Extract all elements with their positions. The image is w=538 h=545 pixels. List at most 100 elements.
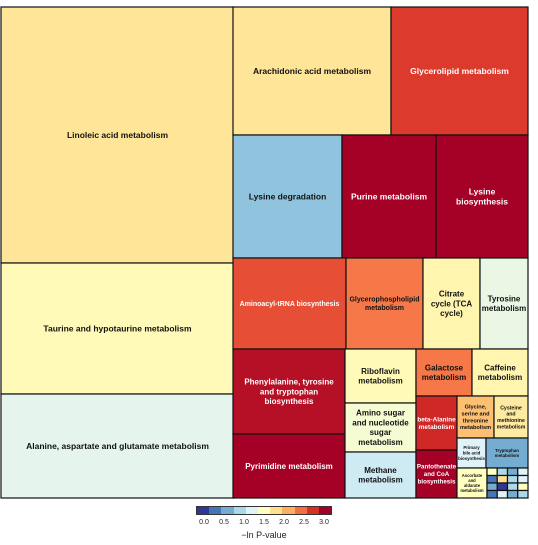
treemap-cell-label: Citrate cycle (TCA cycle) <box>431 290 473 319</box>
treemap-cell-label: Ascorbate and aldarate metabolism <box>460 473 484 493</box>
treemap-cell: Primary bile acid biosynthesis <box>456 437 487 469</box>
legend-swatch <box>282 507 295 514</box>
legend-tick-label: 0.0 <box>199 519 209 526</box>
legend-swatch <box>257 507 271 514</box>
treemap-small-cell <box>506 474 519 484</box>
treemap-small-cell <box>486 482 498 492</box>
treemap-small-cell <box>496 474 509 484</box>
treemap-cell-label: Alanine, aspartate and glutamate metabol… <box>26 441 209 451</box>
treemap-cell-rect <box>422 257 481 350</box>
treemap-cell: beta-Alanine metabolism <box>415 395 458 451</box>
treemap-cell-rect <box>232 134 343 259</box>
treemap-small-cell <box>496 467 509 477</box>
legend-tick-label: 1.5 <box>259 519 269 526</box>
treemap-cell: Ascorbate and aldarate metabolism <box>456 467 488 499</box>
treemap-cell: Riboflavin metabolism <box>344 348 417 404</box>
treemap-cell: Galactose metabolism <box>415 348 473 397</box>
treemap-cell-label: Tyrosine metabolism <box>482 294 526 313</box>
treemap-cell: Aminoacyl-tRNA biosynthesis <box>232 257 347 350</box>
treemap-cell-rect <box>390 6 529 136</box>
treemap-cell-label: Caffeine metabolism <box>478 363 522 382</box>
treemap-cell-label: Lysine degradation <box>249 191 327 201</box>
treemap-cell-label: Aminoacyl-tRNA biosynthesis <box>240 301 340 308</box>
treemap-cell-label: Taurine and hypotaurine metabolism <box>43 323 192 333</box>
treemap-cell: Tryptophan metabolism <box>485 437 529 469</box>
legend-swatch <box>233 507 246 514</box>
treemap-cell-rect <box>415 395 458 451</box>
legend-color-bar <box>196 506 332 515</box>
treemap-small-cell <box>517 489 529 499</box>
legend-swatch <box>318 507 332 514</box>
treemap-cell: Glycerolipid metabolism <box>390 6 529 136</box>
treemap-cell-rect <box>435 134 529 259</box>
treemap-cell: Alanine, aspartate and glutamate metabol… <box>0 393 235 499</box>
treemap-cell-rect <box>344 402 417 453</box>
treemap-cell-label: Pyrimidine metabolism <box>245 462 333 471</box>
legend-swatch <box>209 507 222 514</box>
legend-tick-label: 2.0 <box>279 519 289 526</box>
treemap-cell: Methane metabolism <box>344 451 417 499</box>
treemap-cell-rect <box>344 451 417 499</box>
treemap-cell-label: Glycerolipid metabolism <box>410 66 509 76</box>
treemap-cell: Glycine, serine and threonine metabolism <box>456 395 495 439</box>
treemap-cell: Taurine and hypotaurine metabolism <box>0 262 235 395</box>
treemap-chart: Linoleic acid metabolism Taurine and hypo… <box>0 6 529 499</box>
color-legend: 0.0 0.5 1.0 1.5 2.0 2.5 3.0 −ln P-value <box>196 506 332 542</box>
treemap-cell-label: Glycine, serine and threonine metabolism <box>460 405 491 431</box>
treemap-small-cell <box>517 467 529 477</box>
treemap-small-cell <box>496 482 509 492</box>
treemap-cell-rect <box>456 467 488 499</box>
treemap-cell: Citrate cycle (TCA cycle) <box>422 257 481 350</box>
treemap-small-cell <box>506 489 519 499</box>
treemap-cell-rect <box>0 393 235 499</box>
treemap-cell-label: Phenylalanine, tyrosine and tryptophan bio… <box>244 378 334 407</box>
treemap-small-cell <box>506 467 519 477</box>
legend-swatch <box>306 507 319 514</box>
treemap-small-cell <box>486 467 498 477</box>
treemap-cell-label: beta-Alanine metabolism <box>417 416 456 431</box>
treemap-cell-label: Riboflavin metabolism <box>358 367 402 386</box>
treemap-cell-label: Pantothenate and CoA biosynthesis <box>417 464 457 486</box>
treemap-cell: Arachidonic acid metabolism <box>232 6 392 136</box>
treemap-cell-rect <box>493 395 529 439</box>
treemap-cell-rect <box>232 6 392 136</box>
treemap-cell-rect <box>0 6 235 264</box>
legend-swatch <box>270 507 283 514</box>
treemap-cell-rect <box>232 433 346 499</box>
treemap-cell-label: Glycerophospholipid metabolism <box>349 297 419 313</box>
treemap-cell: Lysine degradation <box>232 134 343 259</box>
treemap-small-cell <box>486 474 498 484</box>
treemap-small-cell <box>496 489 509 499</box>
treemap-cell-rect <box>0 262 235 395</box>
legend-swatch <box>221 507 234 514</box>
treemap-cell-label: Purine metabolism <box>351 191 427 201</box>
treemap-cell-rect <box>485 437 529 469</box>
treemap-cell-label: Lysine biosynthesis <box>456 186 508 206</box>
treemap-cell: Tyrosine metabolism <box>479 257 529 350</box>
treemap-cell-label: Tryptophan metabolism <box>495 448 519 458</box>
treemap-cell-label: Arachidonic acid metabolism <box>253 66 372 76</box>
legend-tick-label: 1.0 <box>239 519 249 526</box>
treemap-cell-label: Primary bile acid biosynthesis <box>458 445 485 461</box>
treemap-small-cell <box>517 474 529 484</box>
treemap-cell-label: Amino sugar and nucleotide sugar metabolism <box>352 409 409 447</box>
treemap-cell: Linoleic acid metabolism <box>0 6 235 264</box>
treemap-cell: Glycerophospholipid metabolism <box>345 257 424 350</box>
treemap-cell: Cysteine and methionine metabolism <box>493 395 529 439</box>
legend-tick-label: 2.5 <box>299 519 309 526</box>
treemap-cell-rect <box>345 257 424 350</box>
legend-title: −ln P-value <box>241 530 287 540</box>
legend-tick-label: 0.5 <box>219 519 229 526</box>
treemap-cell: Lysine biosynthesis <box>435 134 529 259</box>
treemap-cell-label: Cysteine and methionine metabolism <box>497 405 526 430</box>
treemap-small-cell <box>506 482 519 492</box>
treemap-cell: Amino sugar and nucleotide sugar metabolism <box>344 402 417 453</box>
treemap-cell: Caffeine metabolism <box>471 348 529 397</box>
treemap-small-cell <box>517 482 529 492</box>
treemap-cell: Pantothenate and CoA biosynthesis <box>415 449 458 499</box>
treemap-cell-rect <box>456 395 495 439</box>
treemap-cell: Purine metabolism <box>341 134 437 259</box>
treemap-cell-label: Linoleic acid metabolism <box>67 130 169 140</box>
treemap-cell-rect <box>232 348 346 435</box>
treemap-cell-rect <box>479 257 529 350</box>
